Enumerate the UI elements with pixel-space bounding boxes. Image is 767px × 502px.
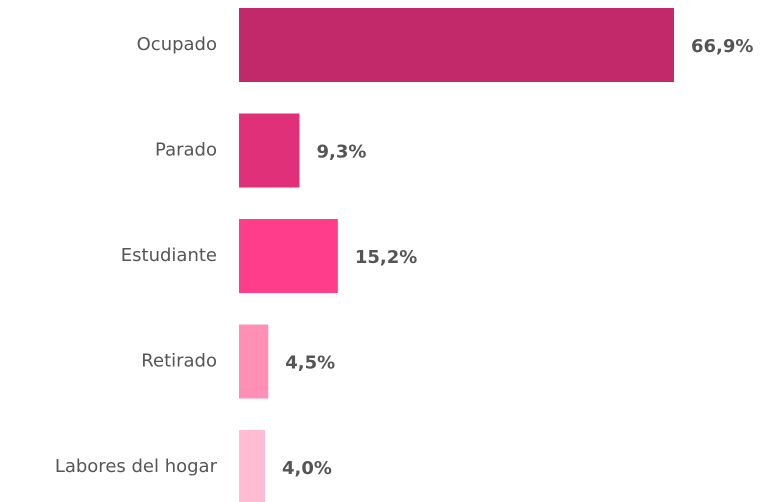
bar [239, 113, 300, 188]
category-label: Parado [155, 140, 217, 161]
category-label: Labores del hogar [55, 456, 218, 477]
value-label: 4,5% [285, 353, 335, 374]
value-label: 4,0% [282, 458, 332, 479]
bar [239, 324, 269, 399]
value-label: 9,3% [316, 142, 366, 163]
category-label: Ocupado [137, 34, 217, 55]
value-label: 66,9% [691, 36, 753, 57]
bar [239, 219, 338, 293]
bar [239, 430, 266, 502]
category-label: Retirado [141, 351, 217, 372]
bar [239, 8, 674, 82]
value-label: 15,2% [355, 247, 417, 268]
category-label: Estudiante [121, 245, 217, 266]
